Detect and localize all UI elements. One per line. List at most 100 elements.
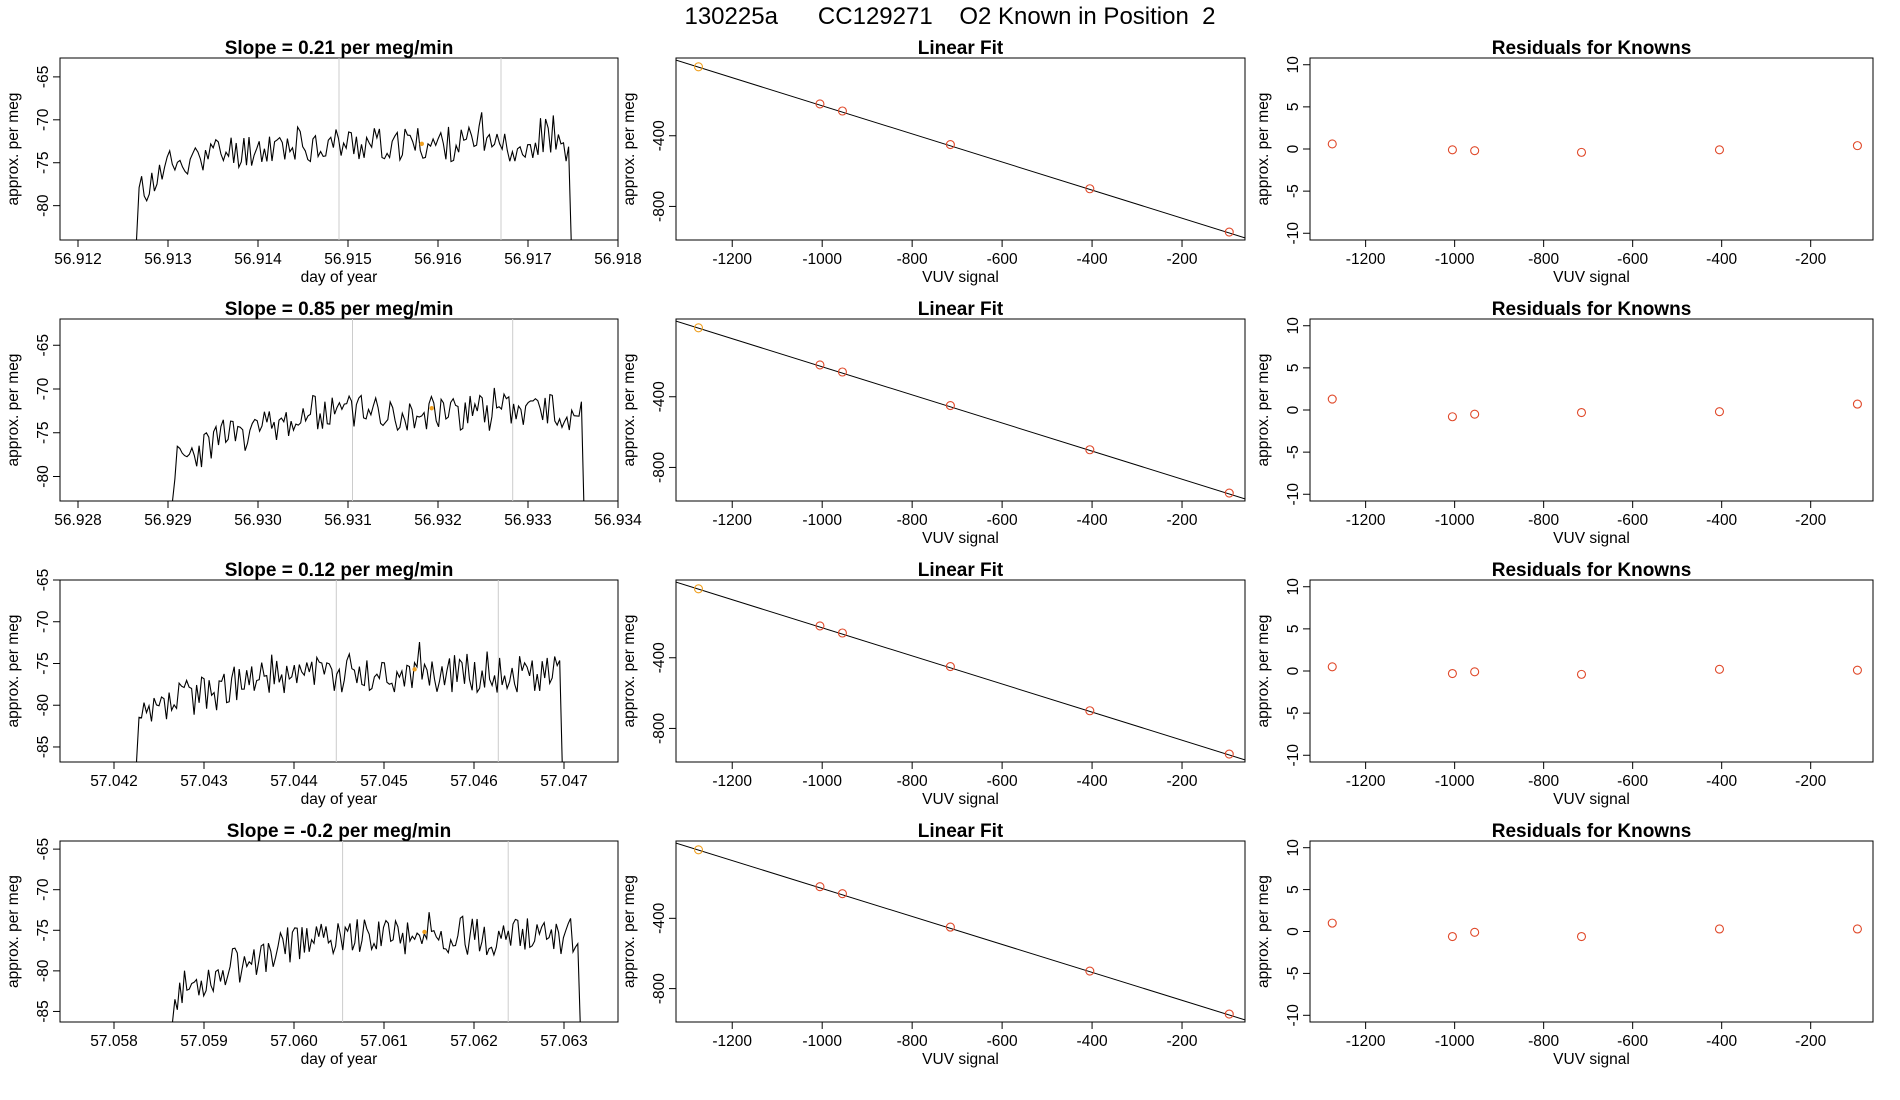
data-point — [815, 360, 825, 370]
x-tick-label: 56.917 — [504, 251, 551, 268]
data-point — [1852, 665, 1862, 675]
plot-frame — [675, 57, 1246, 241]
x-tick-label: -1200 — [1346, 512, 1386, 529]
data-point — [1224, 488, 1234, 498]
highlight-point — [419, 141, 424, 147]
residuals-panel — [1303, 840, 1874, 1029]
x-axis-label: VUV signal — [922, 269, 999, 286]
x-tick-label: -400 — [1706, 773, 1737, 790]
linear-fit-panel — [669, 579, 1246, 769]
plot-frame — [59, 318, 619, 502]
y-tick-label: 0 — [1285, 666, 1302, 675]
data-point — [945, 401, 955, 411]
y-tick-label: -400 — [651, 120, 668, 151]
data-point — [837, 628, 847, 638]
data-point — [1576, 147, 1587, 157]
page-title: 130225a CC129271 O2 Known in Position 2 — [684, 3, 1216, 30]
x-tick-label: 57.044 — [270, 773, 318, 790]
x-tick-label: 57.060 — [270, 1033, 318, 1050]
data-point — [837, 889, 847, 899]
y-tick-label: -10 — [1285, 483, 1302, 506]
x-tick-label: -1200 — [1346, 1033, 1386, 1050]
y-tick-label: -800 — [651, 973, 668, 1004]
x-tick-label: 57.045 — [360, 773, 407, 790]
y-tick-label: -5 — [1285, 966, 1302, 980]
x-tick-label: -400 — [1706, 512, 1737, 529]
data-point — [1852, 399, 1862, 409]
x-axis-label: VUV signal — [1553, 791, 1630, 808]
panel-title: Residuals for Knowns — [1492, 560, 1692, 581]
x-tick-label: -600 — [1617, 773, 1648, 790]
y-axis-label: approx. per meg — [621, 875, 638, 988]
plot-frame — [675, 318, 1246, 502]
x-tick-label: -800 — [1528, 1033, 1559, 1050]
x-tick-label: -600 — [1617, 512, 1648, 529]
x-tick-label: 57.062 — [450, 1033, 497, 1050]
y-tick-label: -5 — [1285, 706, 1302, 720]
x-tick-label: -400 — [1077, 512, 1108, 529]
x-tick-label: -600 — [987, 512, 1018, 529]
plot-frame — [1309, 579, 1874, 763]
linear-fit-panel — [669, 57, 1246, 247]
x-tick-label: -1000 — [802, 773, 842, 790]
data-point — [1327, 918, 1337, 928]
x-tick-label: 56.934 — [594, 512, 642, 529]
y-axis-label: approx. per meg — [621, 93, 638, 206]
x-tick-label: -200 — [1167, 251, 1198, 268]
x-tick-label: -800 — [1528, 512, 1559, 529]
panel-title: Slope = 0.12 per meg/min — [225, 560, 454, 581]
x-tick-label: -400 — [1706, 1033, 1737, 1050]
y-tick-label: -400 — [651, 381, 668, 412]
data-point — [1224, 749, 1234, 759]
y-tick-label: -10 — [1285, 222, 1302, 245]
x-tick-label: 57.042 — [90, 773, 137, 790]
data-point — [1447, 931, 1457, 942]
title-prefix: Slope = — [225, 299, 298, 320]
slope-value: 0.12 — [298, 560, 335, 581]
x-tick-label: -1000 — [1435, 1033, 1475, 1050]
x-axis-label: VUV signal — [922, 530, 999, 547]
slope-value: 0.21 — [298, 38, 335, 59]
y-axis-label: approx. per meg — [621, 354, 638, 467]
data-point — [1327, 139, 1337, 149]
data-point — [1714, 145, 1725, 155]
data-point — [1447, 412, 1457, 422]
highlight-point — [422, 929, 427, 935]
data-layer — [676, 320, 1245, 500]
x-tick-label: 56.930 — [234, 512, 282, 529]
data-point — [1327, 394, 1337, 404]
x-tick-label: 56.933 — [504, 512, 551, 529]
plot-frame — [1309, 57, 1874, 241]
x-tick-label: -1200 — [712, 251, 752, 268]
data-layer — [171, 319, 585, 501]
x-tick-label: -1200 — [712, 1033, 752, 1050]
x-tick-label: -400 — [1077, 251, 1108, 268]
x-tick-label: -1000 — [1435, 512, 1475, 529]
x-tick-label: 56.932 — [414, 512, 461, 529]
y-tick-label: 5 — [1285, 364, 1302, 373]
residuals-panel — [1303, 57, 1874, 247]
data-point — [1447, 668, 1457, 679]
x-tick-label: 56.929 — [144, 512, 191, 529]
plot-frame — [675, 579, 1246, 763]
data-point — [1470, 409, 1480, 419]
x-tick-label: -600 — [1617, 1033, 1648, 1050]
x-tick-label: 56.928 — [54, 512, 101, 529]
x-tick-label: 57.058 — [90, 1033, 137, 1050]
x-tick-label: -1000 — [1435, 251, 1475, 268]
plot-frame — [59, 840, 619, 1023]
y-tick-label: -800 — [651, 191, 668, 222]
title-prefix: Slope = — [225, 560, 298, 581]
x-tick-label: 56.913 — [144, 251, 191, 268]
panel-title: Linear Fit — [918, 560, 1004, 581]
x-tick-label: -200 — [1167, 773, 1198, 790]
y-tick-label: -75 — [35, 652, 52, 674]
slope-units: per meg/min — [335, 299, 453, 320]
data-point — [815, 882, 825, 892]
x-tick-label: -200 — [1167, 512, 1198, 529]
x-tick-label: 57.061 — [360, 1033, 407, 1050]
x-tick-label: -400 — [1706, 251, 1737, 268]
y-tick-label: -10 — [1285, 1004, 1302, 1027]
data-point — [815, 99, 825, 109]
y-tick-label: -65 — [35, 66, 52, 88]
